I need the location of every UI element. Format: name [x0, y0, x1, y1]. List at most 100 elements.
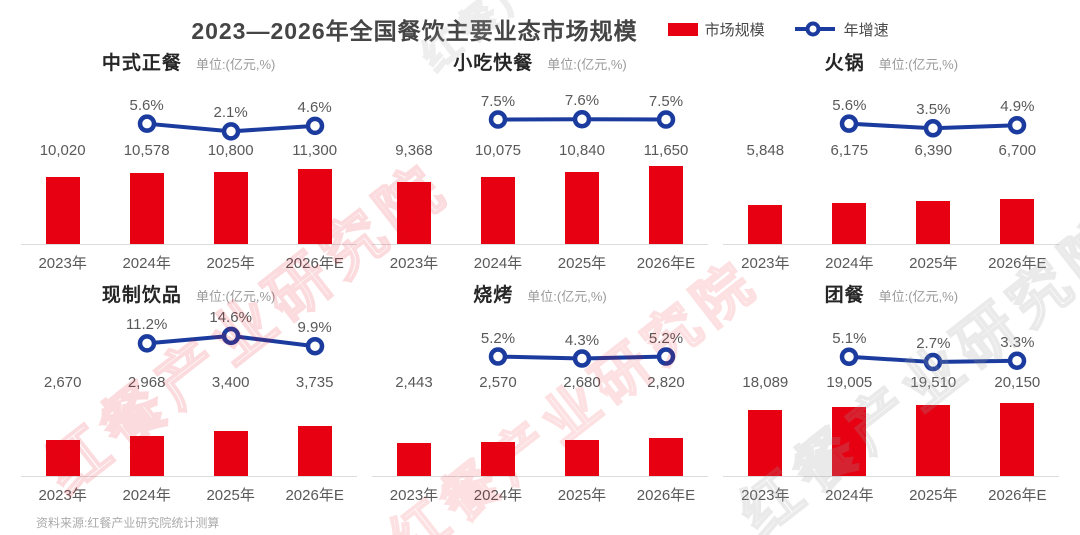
bar-cell	[189, 431, 273, 476]
market-size-bar	[1000, 199, 1035, 244]
growth-marker	[656, 110, 676, 129]
plot-area: 7.5% 7.6% 7.5% 9,368 10,075 10,840 11,650 2023年…	[371, 78, 708, 273]
charts-grid: 中式正餐 单位:(亿元,%) 5.6% 2.1% 4.6% 10,020 10,578 10,…	[16, 46, 1064, 510]
chart-head: 现制饮品 单位:(亿元,%)	[16, 282, 361, 310]
value-label-row: 18,089 19,005 19,510 20,150	[723, 374, 1059, 394]
market-size-bar	[564, 440, 599, 476]
market-size-bar	[297, 169, 332, 244]
unit-label: 单位:(亿元,%)	[195, 57, 276, 72]
source-note: 资料来源:红餐产业研究院统计测算	[36, 516, 220, 530]
chart-head: 烧烤 单位:(亿元,%)	[367, 282, 712, 310]
bar-cell	[456, 177, 540, 244]
bars-row	[723, 394, 1059, 476]
market-size-bar	[832, 407, 867, 476]
bar-cell	[723, 205, 807, 244]
x-axis-tick-label: 2026年E	[636, 487, 696, 504]
bar-cell	[891, 405, 975, 476]
growth-line-chart	[488, 110, 676, 129]
growth-label: 4.9%	[1000, 98, 1035, 116]
growth-marker	[137, 114, 156, 133]
bar-cell	[21, 440, 105, 476]
growth-marker	[137, 334, 156, 353]
chart-header: 2023—2026年全国餐饮主要业态市场规模 市场规模 年增速	[0, 0, 1080, 44]
chart-panel-5: 烧烤 单位:(亿元,%) 5.2% 4.3% 5.2% 2,443 2,570 2,680 2,…	[367, 278, 712, 510]
growth-line-chart	[840, 114, 1027, 138]
x-axis-tick-label: 2024年	[473, 487, 523, 504]
bar-cell	[273, 169, 357, 244]
growth-label: 4.6%	[297, 98, 332, 116]
x-axis-tick-label: 2026年E	[285, 487, 344, 504]
bar-value-label: 2,670	[43, 374, 82, 391]
plot-area: 5.6% 3.5% 4.9% 5,848 6,175 6,390 6,700 2023年 202…	[723, 78, 1060, 273]
bar-cell	[723, 410, 807, 476]
bar-cell	[975, 199, 1059, 244]
growth-line-chart	[137, 114, 324, 141]
x-axis-tick-label: 2026年E	[988, 255, 1047, 272]
x-axis-tick-label: 2026年E	[988, 487, 1047, 504]
x-axis-line	[723, 476, 1060, 477]
growth-label: 5.2%	[648, 329, 684, 347]
growth-marker	[488, 110, 508, 129]
growth-label: 7.6%	[564, 92, 600, 110]
growth-label: 2.1%	[213, 104, 248, 122]
unit-label: 单位:(亿元,%)	[547, 57, 627, 72]
bar-cell	[105, 436, 189, 476]
growth-label: 7.5%	[648, 92, 684, 110]
x-axis-tick-label: 2025年	[557, 255, 607, 272]
growth-marker	[656, 347, 676, 366]
bar-value-label: 3,400	[211, 374, 250, 391]
bar-value-label: 2,570	[479, 374, 517, 391]
unit-label: 单位:(亿元,%)	[527, 289, 607, 304]
growth-line-chart	[137, 326, 324, 356]
chart-panel-4: 现制饮品 单位:(亿元,%) 11.2% 14.6% 9.9% 2,670 2,968 3,4…	[16, 278, 361, 510]
bar-value-label: 3,735	[295, 374, 334, 391]
bar-value-label: 10,075	[475, 142, 521, 159]
chart-panel-2: 小吃快餐 单位:(亿元,%) 7.5% 7.6% 7.5% 9,368 10,075 10,8…	[367, 46, 712, 278]
x-axis-labels: 2023年 2024年 2025年 2026年E	[723, 477, 1059, 505]
bar-cell	[21, 177, 105, 244]
growth-label: 4.3%	[564, 331, 600, 349]
market-size-bar	[45, 440, 80, 476]
plot-area: 5.1% 2.7% 3.3% 18,089 19,005 19,510 20,150 2023…	[723, 310, 1060, 505]
x-axis-labels: 2023年 2024年 2025年 2026年E	[372, 477, 708, 505]
value-label-row: 9,368 10,075 10,840 11,650	[372, 142, 708, 162]
growth-label: 11.2%	[125, 316, 168, 334]
market-size-bar	[213, 431, 248, 476]
bars-row	[21, 394, 357, 476]
x-axis-tick-label: 2023年	[38, 255, 87, 272]
bar-value-label: 2,443	[395, 374, 433, 391]
x-axis-tick-label: 2024年	[825, 255, 874, 272]
x-axis-line	[371, 476, 708, 477]
growth-line-chart	[488, 347, 676, 368]
bar-cell	[372, 443, 456, 476]
x-axis-line	[723, 244, 1060, 245]
unit-label: 单位:(亿元,%)	[878, 57, 959, 72]
chart-title: 烧烤	[473, 285, 514, 306]
chart-head: 中式正餐 单位:(亿元,%)	[16, 50, 361, 78]
bar-value-label: 11,650	[643, 142, 689, 159]
x-axis-tick-label: 2023年	[741, 487, 790, 504]
growth-label: 5.6%	[129, 96, 164, 114]
growth-marker	[924, 119, 943, 138]
x-axis-labels: 2023年 2024年 2025年 2026年E	[21, 477, 357, 505]
chart-head: 小吃快餐 单位:(亿元,%)	[367, 50, 712, 78]
growth-label: 5.6%	[832, 96, 867, 114]
market-size-bar	[213, 172, 248, 244]
market-size-bar	[45, 177, 80, 244]
chart-title: 团餐	[824, 285, 865, 306]
growth-marker	[1008, 351, 1027, 370]
growth-marker	[1008, 115, 1027, 135]
x-axis-tick-label: 2024年	[473, 255, 523, 272]
bar-cell	[540, 172, 624, 244]
x-axis-labels: 2023年 2024年 2025年 2026年E	[723, 245, 1059, 273]
x-axis-line	[20, 476, 357, 477]
x-axis-tick-label: 2023年	[38, 487, 87, 504]
growth-label: 3.5%	[916, 101, 951, 119]
bar-value-label: 20,150	[994, 374, 1041, 391]
market-size-bar	[648, 438, 683, 476]
growth-label: 14.6%	[209, 308, 252, 326]
growth-marker	[924, 352, 943, 372]
bar-cell	[624, 438, 708, 476]
growth-label: 9.9%	[297, 319, 332, 337]
bar-cell	[624, 166, 708, 244]
